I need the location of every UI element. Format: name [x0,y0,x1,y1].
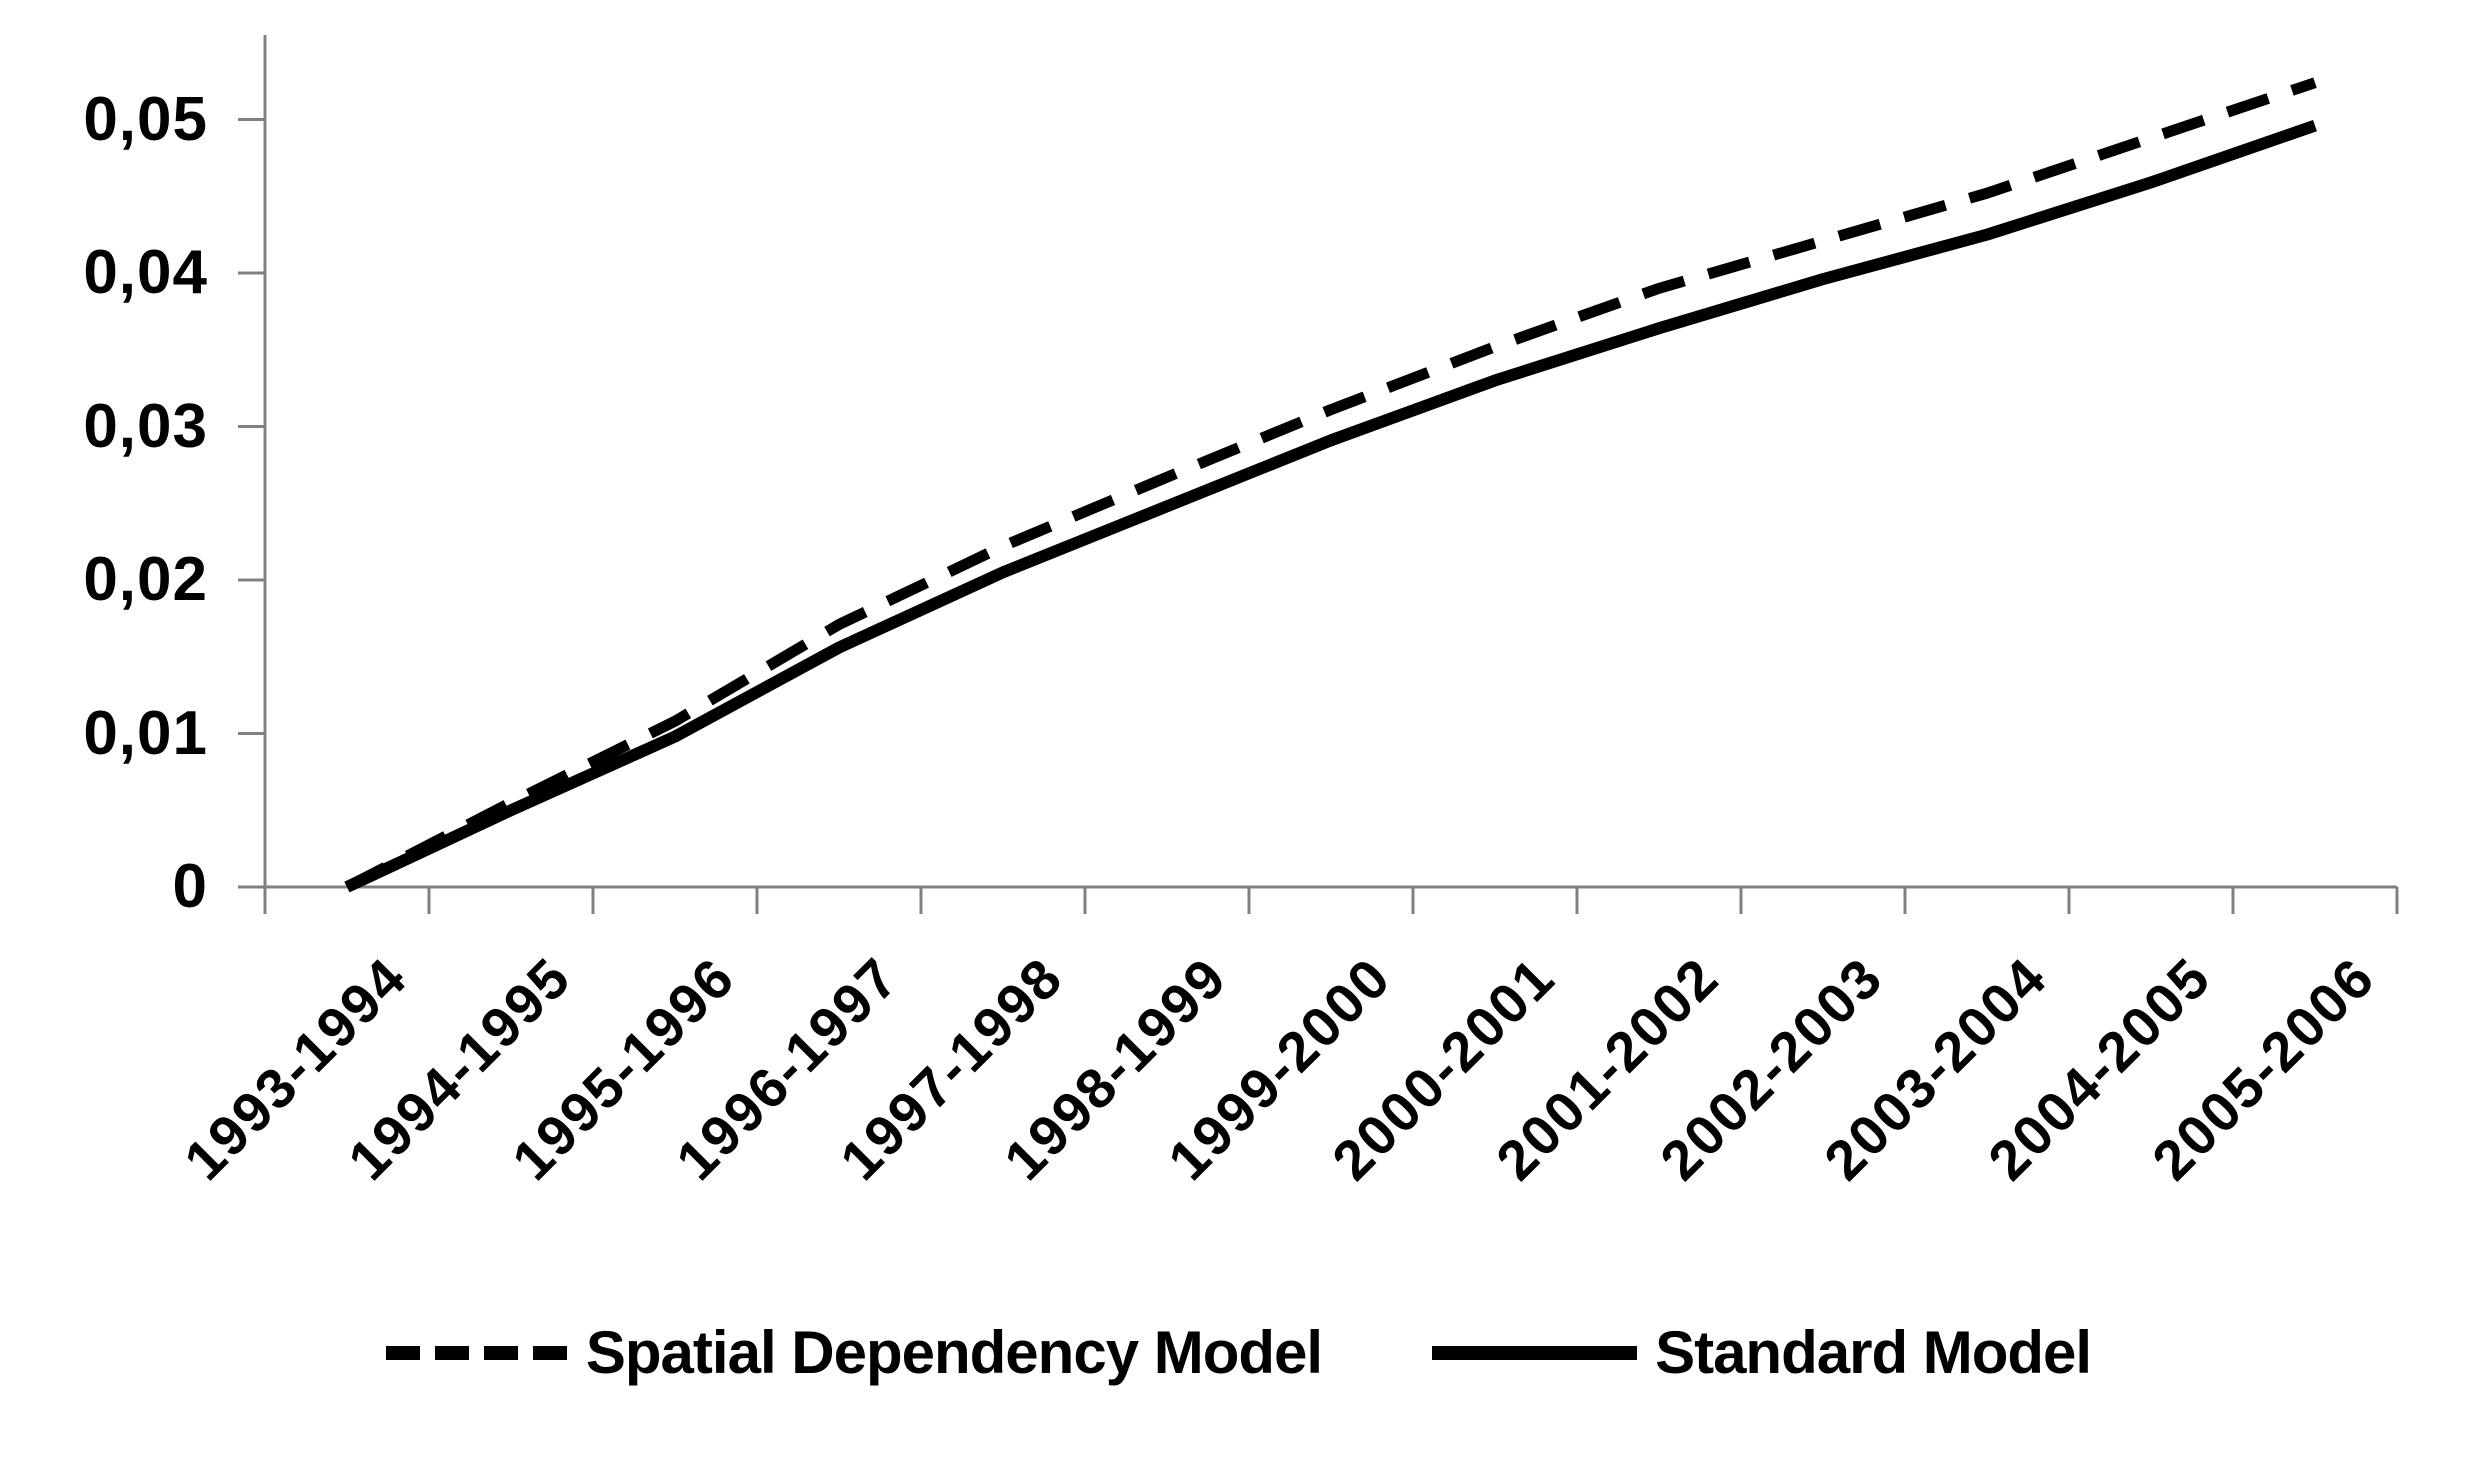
legend: Spatial Dependency Model Standard Model [0,1318,2477,1387]
y-axis-tick-label: 0,04 [83,238,208,307]
y-axis-tick-label: 0,03 [83,391,208,461]
legend-item-spatial-dependency-model: Spatial Dependency Model [385,1318,1323,1387]
legend-label-standard-model: Standard Model [1655,1319,2092,1386]
y-axis-tick-label: 0,05 [83,84,208,154]
legend-label-spatial-dependency-model: Spatial Dependency Model [585,1319,1323,1386]
legend-item-standard-model: Standard Model [1432,1318,2092,1387]
series-line-spatial-dependency-model [344,77,2317,892]
solid-line-swatch [1432,1345,1638,1360]
series-line-standard-model [344,119,2317,893]
y-axis-tick-label: 0 [172,852,208,921]
y-axis-tick-label: 0,02 [83,545,208,614]
dashed-line-swatch [385,1345,568,1360]
y-axis-tick-label: 0,01 [83,698,208,768]
